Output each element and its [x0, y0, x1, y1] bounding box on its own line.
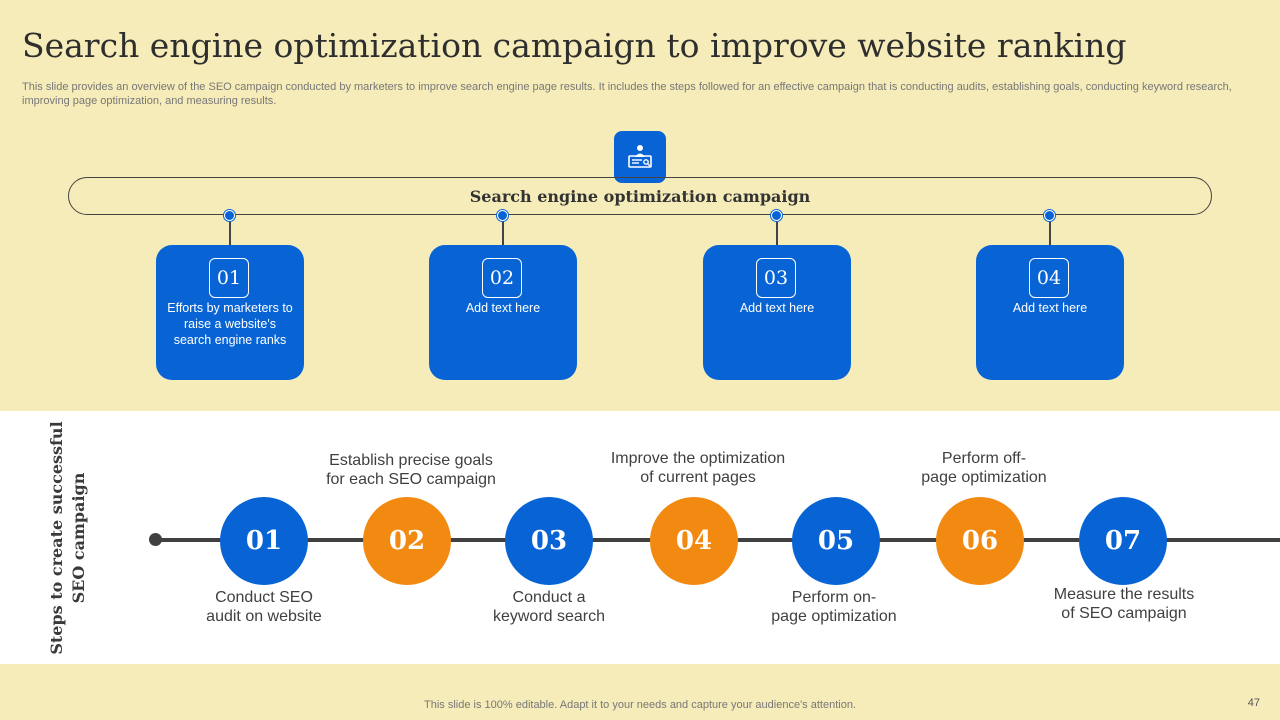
card-text: Add text here — [1012, 301, 1088, 315]
step-caption-line: for each SEO campaign — [326, 471, 496, 488]
footer-note: This slide is 100% editable. Adapt it to… — [424, 699, 856, 711]
card-number: 02 — [482, 258, 522, 298]
connector-line — [502, 212, 504, 246]
card-number: 04 — [1029, 258, 1069, 298]
step-caption-line: page optimization — [771, 608, 897, 625]
info-card-3: 03 Add text here — [703, 245, 851, 380]
card-number: 01 — [209, 258, 249, 298]
step-caption-line: audit on website — [206, 608, 322, 625]
step-caption-line: of SEO campaign — [1061, 605, 1187, 622]
step-caption-line: Establish precise goals — [329, 452, 493, 469]
steps-section-label-line2: SEO campaign — [69, 472, 88, 604]
connector-line — [1049, 212, 1051, 246]
card-text: Add text here — [739, 301, 815, 315]
step-caption-3: Conduct a keyword search — [449, 588, 649, 626]
presenter-board-icon — [614, 131, 666, 183]
step-caption-2: Establish precise goals for each SEO cam… — [311, 451, 511, 489]
card-number: 03 — [756, 258, 796, 298]
step-circle-1: 01 — [220, 497, 308, 585]
connector-line — [776, 212, 778, 246]
step-caption-line: Measure the results — [1053, 586, 1195, 603]
connector-line — [229, 212, 231, 246]
step-caption-1: Conduct SEO audit on website — [164, 588, 364, 626]
step-caption-line: keyword search — [492, 608, 606, 625]
step-caption-line: of current pages — [640, 469, 756, 486]
step-caption-6: Perform off- page optimization — [884, 449, 1084, 487]
step-caption-5: Perform on- page optimization — [734, 588, 934, 626]
info-card-2: 02 Add text here — [429, 245, 577, 380]
step-circle-6: 06 — [936, 497, 1024, 585]
connector-dot — [497, 210, 508, 221]
timeline-start-dot — [149, 533, 162, 546]
step-caption-line: Perform off- — [941, 450, 1027, 467]
steps-section-label-line1: Steps to create successful — [47, 421, 66, 655]
step-circle-2: 02 — [363, 497, 451, 585]
connector-dot — [1044, 210, 1055, 221]
card-text: Add text here — [465, 301, 541, 315]
info-card-1: 01 Efforts by marketers to raise a websi… — [156, 245, 304, 380]
page-number: 47 — [1247, 697, 1260, 709]
steps-section-label: Steps to create successful SEO campaign — [46, 421, 90, 654]
step-caption-line: Improve the optimization — [610, 450, 786, 467]
campaign-label: Search engine optimization campaign — [469, 187, 811, 206]
card-text: Efforts by marketers to raise a website'… — [167, 301, 293, 347]
step-circle-3: 03 — [505, 497, 593, 585]
step-caption-line: Conduct SEO — [215, 589, 313, 606]
step-circle-4: 04 — [650, 497, 738, 585]
info-card-4: 04 Add text here — [976, 245, 1124, 380]
step-caption-7: Measure the results of SEO campaign — [1024, 585, 1224, 623]
step-caption-4: Improve the optimization of current page… — [598, 449, 798, 487]
connector-dot — [224, 210, 235, 221]
campaign-capsule: Search engine optimization campaign — [68, 177, 1212, 215]
steps-panel — [0, 411, 1280, 664]
step-caption-line: Perform on- — [791, 589, 877, 606]
slide-title: Search engine optimization campaign to i… — [22, 26, 1127, 65]
step-caption-line: page optimization — [921, 469, 1047, 486]
step-circle-5: 05 — [792, 497, 880, 585]
step-circle-7: 07 — [1079, 497, 1167, 585]
slide-subtitle: This slide provides an overview of the S… — [22, 81, 1232, 107]
step-caption-line: Conduct a — [512, 589, 586, 606]
connector-dot — [771, 210, 782, 221]
